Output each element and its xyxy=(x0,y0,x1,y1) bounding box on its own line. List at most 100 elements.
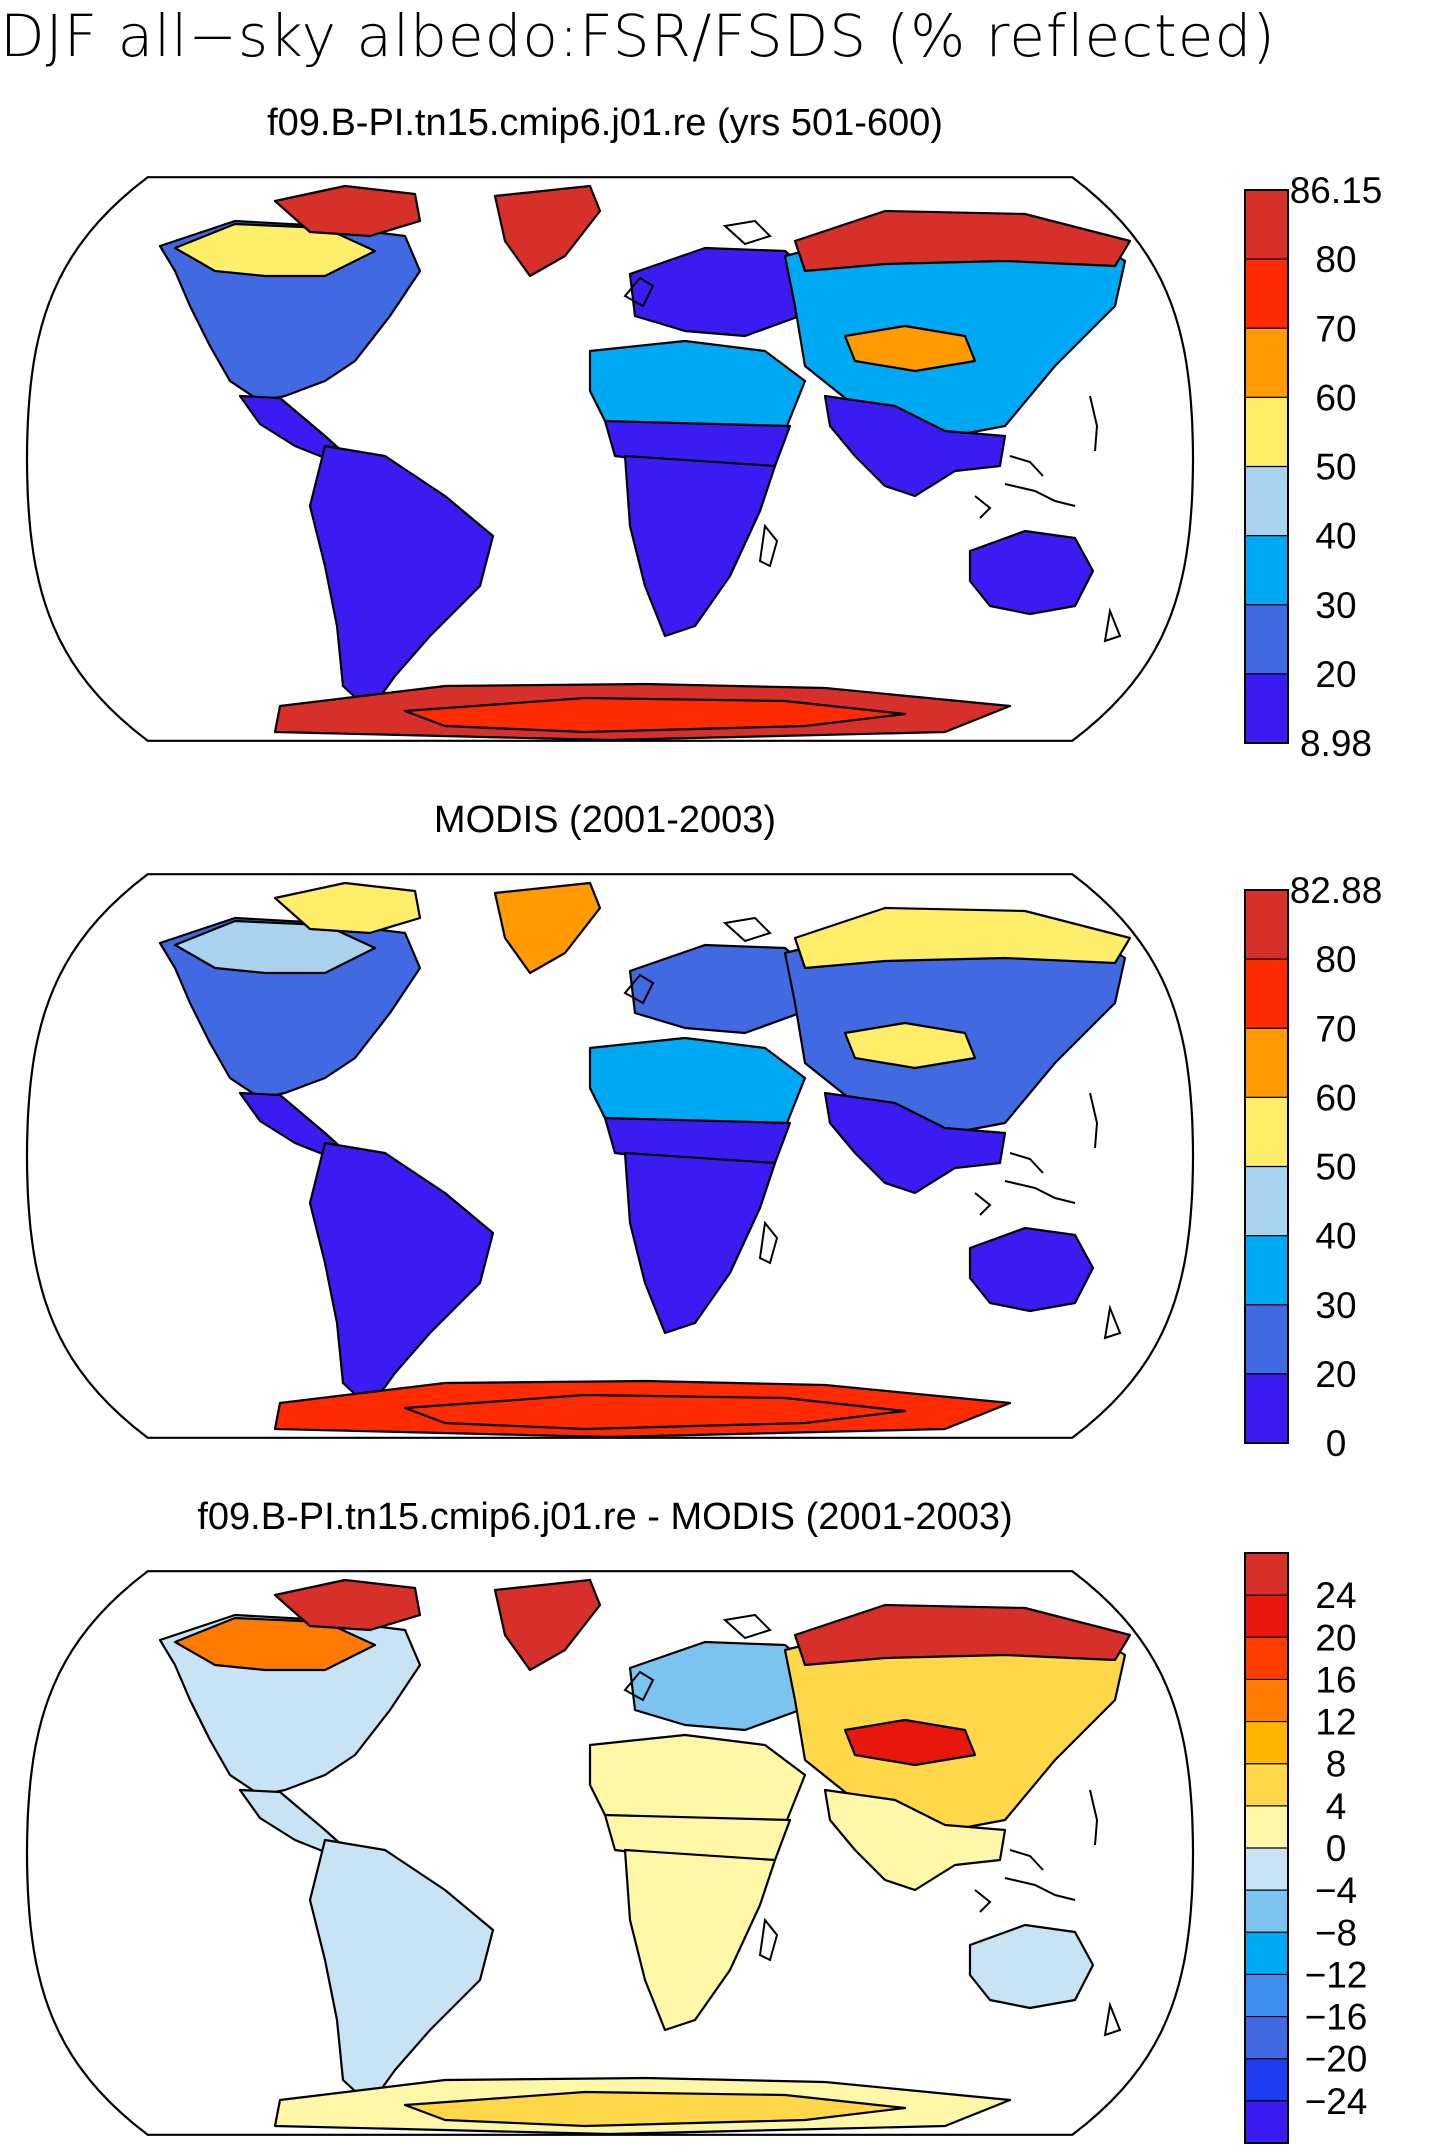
land-tibet xyxy=(843,1021,977,1070)
colorbar-tick-label: 20 xyxy=(1315,654,1356,695)
land-greenland xyxy=(493,881,602,975)
colorbar-swatch xyxy=(1245,1097,1288,1168)
colorbar-swatch xyxy=(1245,1974,1288,2018)
coastline-detail xyxy=(623,1670,655,1702)
land-greenland xyxy=(493,1578,602,1672)
coastline-detail xyxy=(974,1889,992,1913)
panel-title-diff: f09.B-PI.tn15.cmip6.j01.re - MODIS (2001… xyxy=(197,1496,1013,1538)
colorbar-swatch xyxy=(1245,1679,1288,1723)
colorbar-swatch xyxy=(1245,328,1288,398)
map-frame xyxy=(25,176,1195,742)
colorbar-swatch xyxy=(1245,535,1288,606)
coastline-detail xyxy=(758,523,779,568)
colorbar-obs: 82.88 80 70 60 50 40 30 20 0 xyxy=(1244,870,1382,1464)
land-south-america xyxy=(308,1141,495,1410)
map-diff xyxy=(25,1570,1195,2136)
colorbar-tick-label: 0 xyxy=(1326,1828,1347,1869)
colorbar-swatch xyxy=(1245,1028,1288,1098)
colorbar-swatch xyxy=(1245,673,1288,744)
colorbar-swatch xyxy=(1245,1235,1288,1306)
land-antarctica-inner xyxy=(403,2090,907,2128)
land-south-asia xyxy=(823,394,1007,498)
colorbar-swatch xyxy=(1245,397,1288,468)
coastline-detail xyxy=(1004,1180,1076,1204)
colorbar-tick-label: 50 xyxy=(1315,447,1356,488)
land-siberia xyxy=(793,209,1132,273)
colorbar-tick-label: 80 xyxy=(1315,239,1356,280)
land-africa-south xyxy=(623,1151,777,1335)
colorbar-tick-label: −24 xyxy=(1305,2081,1368,2122)
land-arctic-islands xyxy=(273,184,422,238)
colorbar-swatch xyxy=(1245,1805,1288,1849)
colorbar-swatch xyxy=(1245,2058,1288,2102)
colorbar-swatch xyxy=(1245,1637,1288,1680)
land-south-asia xyxy=(823,1091,1007,1195)
coastline-detail xyxy=(1089,395,1099,452)
colorbar-tick-label: 12 xyxy=(1315,1702,1356,1743)
land-greenland xyxy=(493,184,602,278)
colorbar-swatch xyxy=(1245,1373,1288,1444)
colorbar-swatch xyxy=(1245,1890,1288,1933)
colorbar-tick-label: 8.98 xyxy=(1300,723,1372,764)
colorbar-swatch xyxy=(1245,1848,1288,1891)
coastline-detail xyxy=(1004,483,1076,507)
colorbar-swatch xyxy=(1245,2016,1288,2060)
land-arctic-islands xyxy=(273,881,422,935)
coastline-detail xyxy=(974,1192,992,1216)
colorbar-swatch xyxy=(1245,1166,1288,1237)
colorbar-tick-label: 8 xyxy=(1326,1744,1347,1785)
colorbar-swatch xyxy=(1245,259,1288,329)
colorbar-tick-label: −12 xyxy=(1305,1954,1368,1995)
colorbar-tick-label: −16 xyxy=(1305,1997,1368,2038)
land-australia xyxy=(968,1226,1095,1313)
colorbar-swatch xyxy=(1245,466,1288,537)
colorbar-swatch xyxy=(1245,190,1288,260)
map-frame xyxy=(25,1570,1195,2136)
map-model xyxy=(25,176,1195,742)
colorbar-tick-label: 40 xyxy=(1315,1216,1356,1257)
colorbar-tick-label: 16 xyxy=(1315,1659,1356,1700)
colorbar-tick-label: 20 xyxy=(1315,1354,1356,1395)
land-antarctica-inner xyxy=(403,1393,907,1431)
land-siberia xyxy=(793,1603,1132,1667)
colorbar-tick-label: 60 xyxy=(1315,377,1356,418)
colorbar-tick-label: 86.15 xyxy=(1290,170,1383,211)
coastline-detail xyxy=(1009,455,1044,477)
colorbar-tick-label: 82.88 xyxy=(1290,870,1383,911)
colorbar-tick-label: −8 xyxy=(1315,1912,1357,1953)
colorbar-swatch xyxy=(1245,2100,1288,2144)
colorbar-tick-label: 70 xyxy=(1315,308,1356,349)
land-tibet xyxy=(843,1718,977,1767)
colorbar-swatch xyxy=(1245,1932,1288,1975)
land-australia xyxy=(968,1923,1095,2010)
coastline-detail xyxy=(722,916,772,943)
coastline-detail xyxy=(1103,2001,1122,2037)
land-arctic-islands xyxy=(273,1578,422,1632)
coastline-detail xyxy=(1103,607,1122,643)
coastline-detail xyxy=(1009,1152,1044,1174)
land-africa-south xyxy=(623,1848,777,2032)
colorbar-swatch xyxy=(1245,604,1288,675)
land-siberia xyxy=(793,906,1132,970)
coastline-detail xyxy=(1089,1092,1099,1149)
coastline-detail xyxy=(1004,1877,1076,1901)
land-canada-north xyxy=(173,1616,377,1672)
land-south-america xyxy=(308,1838,495,2107)
land-canada-north xyxy=(173,919,377,975)
coastline-detail xyxy=(758,1917,779,1962)
colorbar-model: 86.15 80 70 60 50 40 30 20 8.98 xyxy=(1244,170,1382,764)
coastline-detail xyxy=(1009,1849,1044,1871)
colorbar-tick-label: 0 xyxy=(1326,1423,1347,1464)
colorbar-tick-label: 80 xyxy=(1315,939,1356,980)
panel-title-model: f09.B-PI.tn15.cmip6.j01.re (yrs 501-600) xyxy=(267,102,943,144)
land-antarctica-inner xyxy=(403,696,907,734)
coastline-detail xyxy=(758,1220,779,1265)
colorbar-tick-label: −4 xyxy=(1315,1870,1357,1911)
panel-title-obs: MODIS (2001-2003) xyxy=(433,799,777,841)
colorbar-swatch xyxy=(1245,1304,1288,1375)
colorbar-tick-label: 20 xyxy=(1315,1617,1356,1658)
land-australia xyxy=(968,529,1095,616)
colorbar-tick-label: 24 xyxy=(1315,1575,1356,1616)
land-tibet xyxy=(843,324,977,373)
